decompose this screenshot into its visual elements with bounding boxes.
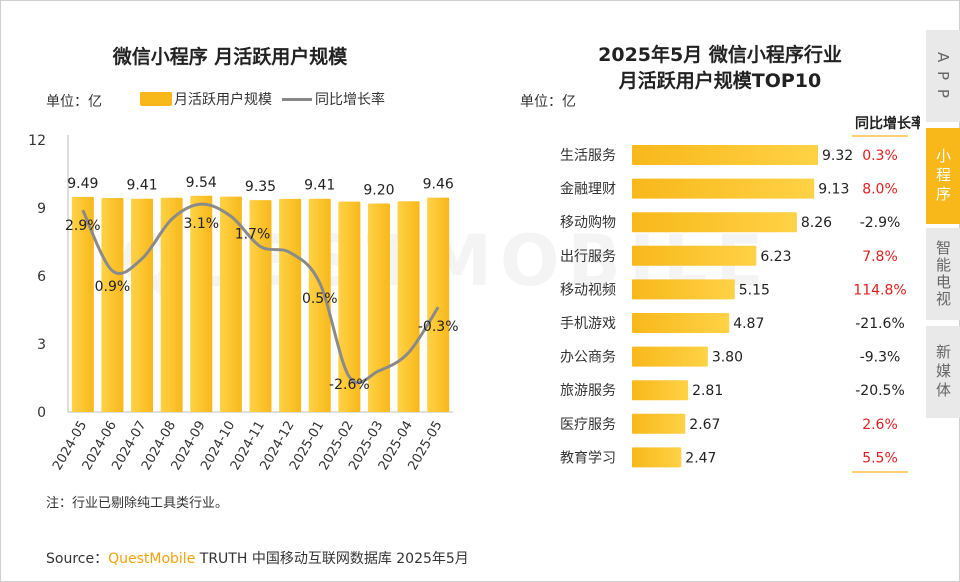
bar-2025-01 — [308, 198, 331, 412]
hbar-移动视频 — [632, 279, 735, 300]
bar-value-label-8: 9.41 — [304, 178, 335, 194]
growth-label-9: -2.6% — [329, 377, 370, 393]
source-brand: QuestMobile — [108, 551, 196, 567]
bar-value-label-0: 9.49 — [67, 176, 98, 192]
legend-line-label: 同比增长率 — [315, 92, 385, 108]
tab-new-media[interactable]: 新媒体 — [926, 326, 960, 418]
bar-2024-06 — [101, 198, 124, 412]
hbar-value-3: 6.23 — [760, 249, 791, 265]
bar-2025-03 — [367, 203, 390, 412]
category-label-4: 移动视频 — [560, 282, 616, 298]
growth-label-8: 0.5% — [302, 291, 338, 307]
category-label-2: 移动购物 — [560, 215, 616, 231]
hbar-办公商务 — [632, 346, 708, 367]
hbar-手机游戏 — [632, 313, 730, 333]
category-label-6: 办公商务 — [560, 350, 616, 366]
right-title-line1: 2025年5月 微信小程序行业 — [598, 44, 842, 66]
growth-header: 同比增长率 — [855, 115, 920, 132]
bar-value-label-12: 9.46 — [423, 177, 454, 193]
hbar-医疗服务 — [632, 413, 686, 434]
tab-app[interactable]: A P P — [926, 30, 960, 122]
source-line: Source：QuestMobile TRUTH 中国移动互联网数据库 2025… — [46, 548, 469, 568]
y-tick-label-3: 9 — [37, 201, 46, 217]
tab-new-media-label: 新媒体 — [934, 343, 952, 401]
category-label-7: 旅游服务 — [560, 383, 616, 399]
bar-value-label-6: 9.35 — [245, 179, 276, 195]
bar-2025-05 — [427, 197, 450, 412]
growth-value-2: -2.9% — [860, 215, 901, 231]
hbar-移动购物 — [632, 212, 797, 233]
source-suffix: TRUTH 中国移动互联网数据库 2025年5月 — [195, 551, 469, 567]
legend-bar-swatch — [140, 92, 172, 106]
bar-value-label-2: 9.41 — [126, 178, 157, 194]
category-label-0: 生活服务 — [560, 148, 616, 164]
chart-note: 注：行业已剔除纯工具类行业。 — [46, 496, 229, 511]
growth-label-12: -0.3% — [418, 319, 459, 335]
left-legend: 月活跃用户规模 同比增长率 — [140, 89, 385, 109]
growth-label-1: 0.9% — [95, 279, 131, 295]
hbar-金融理财 — [632, 178, 815, 199]
tab-app-label: A P P — [934, 52, 952, 100]
category-label-1: 金融理财 — [560, 182, 616, 198]
growth-label-6: 1.7% — [235, 227, 271, 243]
tab-smart-tv[interactable]: 智能电视 — [926, 228, 960, 320]
right-chart-title: 2025年5月 微信小程序行业 月活跃用户规模TOP10 — [540, 42, 900, 94]
bar-2024-10 — [219, 196, 242, 412]
growth-value-3: 7.8% — [862, 249, 898, 265]
y-tick-label-2: 6 — [37, 269, 46, 285]
bar-2025-04 — [397, 201, 420, 412]
bar-value-label-10: 9.20 — [363, 182, 394, 198]
hbar-value-0: 9.32 — [822, 148, 853, 164]
hbar-旅游服务 — [632, 380, 689, 401]
hbar-出行服务 — [632, 245, 757, 266]
growth-value-1: 8.0% — [862, 182, 898, 198]
y-tick-label-0: 0 — [37, 405, 46, 421]
left-chart: 0369129.492024-052024-069.412024-072024-… — [28, 133, 459, 473]
right-unit-label: 单位：亿 — [520, 94, 576, 110]
growth-line — [81, 202, 440, 385]
growth-value-8: 2.6% — [862, 417, 898, 433]
category-label-8: 医疗服务 — [560, 417, 616, 433]
tab-mini-program-label: 小程序 — [934, 147, 952, 205]
y-tick-label-1: 3 — [37, 337, 46, 353]
bar-2024-08 — [160, 197, 183, 412]
bar-2024-05 — [71, 196, 94, 412]
growth-label-4: 3.1% — [183, 216, 219, 232]
growth-value-7: -20.5% — [855, 383, 905, 399]
tab-smart-tv-label: 智能电视 — [934, 240, 952, 308]
growth-value-9: 5.5% — [862, 450, 898, 466]
hbar-value-6: 3.80 — [712, 350, 743, 366]
left-chart-title: 微信小程序 月活跃用户规模 — [112, 46, 348, 68]
hbar-value-4: 5.15 — [739, 282, 770, 298]
left-unit-label: 单位：亿 — [46, 94, 102, 110]
source-prefix: Source： — [46, 551, 109, 567]
bar-2024-12 — [279, 198, 302, 412]
category-label-3: 出行服务 — [560, 249, 616, 265]
hbar-value-8: 2.67 — [689, 417, 720, 433]
hbar-value-9: 2.47 — [685, 450, 716, 466]
growth-value-4: 114.8% — [853, 282, 906, 298]
growth-value-0: 0.3% — [862, 148, 898, 164]
category-label-9: 教育学习 — [560, 450, 616, 466]
legend-line-swatch — [282, 97, 312, 101]
growth-value-6: -9.3% — [860, 350, 901, 366]
growth-value-5: -21.6% — [855, 316, 905, 332]
right-title-line2: 月活跃用户规模TOP10 — [618, 70, 822, 92]
growth-label-0: 2.9% — [65, 218, 101, 234]
hbar-教育学习 — [632, 447, 682, 468]
bar-2024-09 — [190, 195, 213, 412]
bar-value-label-4: 9.54 — [186, 175, 217, 191]
category-label-5: 手机游戏 — [560, 316, 616, 332]
hbar-value-5: 4.87 — [733, 316, 764, 332]
bar-2024-07 — [131, 198, 154, 412]
hbar-value-1: 9.13 — [818, 182, 849, 198]
hbar-生活服务 — [632, 145, 818, 165]
bar-2024-11 — [249, 200, 272, 412]
legend-bar-label: 月活跃用户规模 — [174, 92, 272, 108]
hbar-value-2: 8.26 — [801, 215, 832, 231]
tab-mini-program[interactable]: 小程序 — [926, 128, 960, 224]
y-tick-label-4: 12 — [28, 133, 46, 149]
hbar-value-7: 2.81 — [692, 383, 723, 399]
